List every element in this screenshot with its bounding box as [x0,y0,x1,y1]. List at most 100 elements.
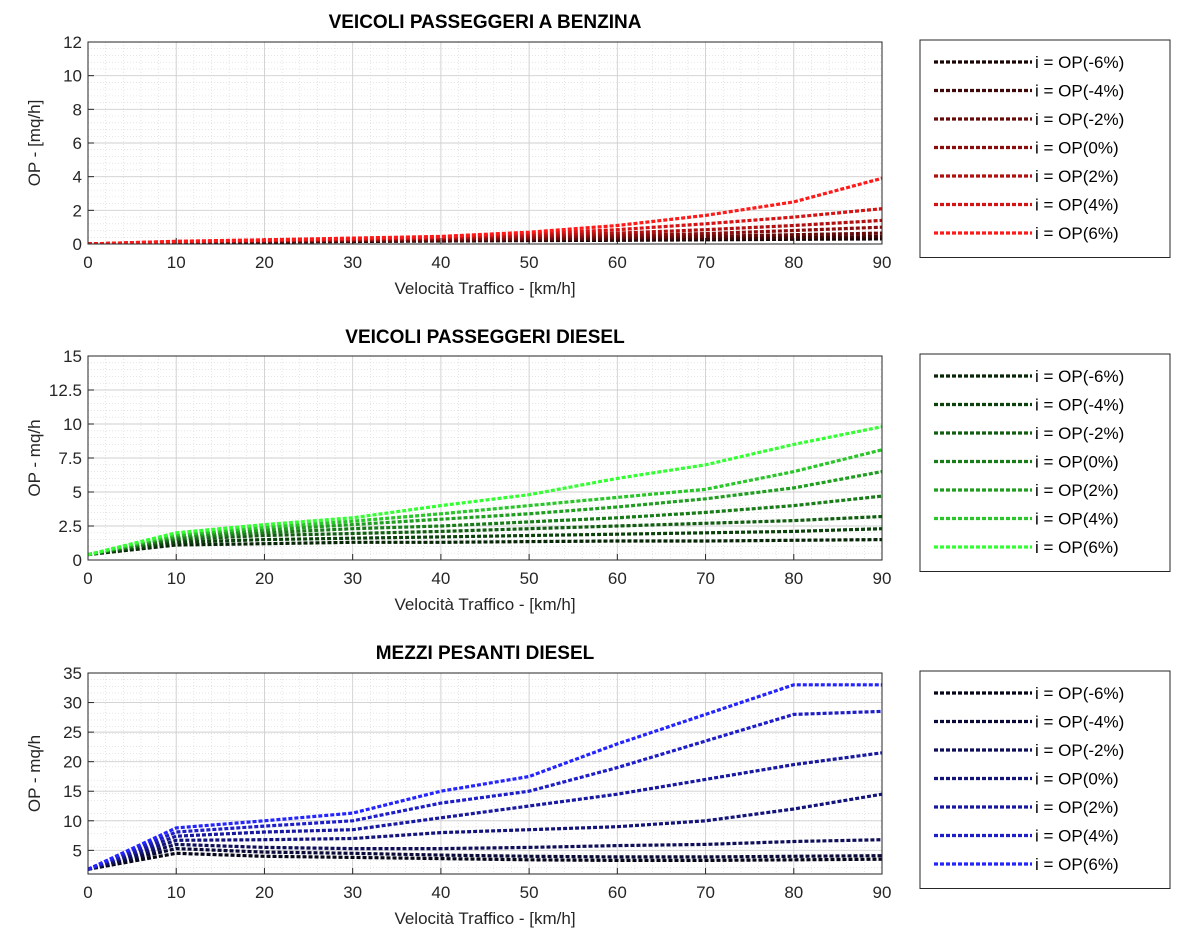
y-tick-label: 35 [63,664,82,683]
chart-title: VEICOLI PASSEGGERI A BENZINA [329,12,642,33]
series-group [88,425,882,557]
legend-entry: i = OP(4%) [1035,510,1119,529]
y-tick-label: 6 [73,134,82,153]
y-tick-label: 12 [63,33,82,52]
y-tick-label: 5 [73,841,82,860]
series-line-6 [88,176,882,244]
plot-area: 0 10 20 30 40 50 60 70 80 90 0 2 4 6 8 10 12 [63,33,891,272]
legend-entry: i = OP(4%) [1035,827,1119,846]
legend-entry: i = OP(-6%) [1035,684,1124,703]
legend-entry: i = OP(0%) [1035,453,1119,472]
legend-entry: i = OP(-2%) [1035,424,1124,443]
y-axis-label: OP - [mq/h] [25,100,44,187]
x-tick-label: 50 [520,569,539,588]
legend-entry: i = OP(-4%) [1035,713,1124,732]
series-line-0 [88,851,882,871]
series-line-5 [88,448,882,557]
axes-box [87,672,883,875]
series-line-4 [88,470,882,557]
x-tick-label: 60 [608,883,627,902]
y-tick-label: 0 [73,235,82,254]
x-tick-label: 70 [696,253,715,272]
series-group [88,176,882,244]
legend-entry: i = OP(-2%) [1035,741,1124,760]
series-line-1 [88,846,882,871]
series-line-0 [88,538,882,557]
y-tick-label: 8 [73,100,82,119]
x-tick-label: 30 [343,569,362,588]
legend-entry: i = OP(4%) [1035,196,1119,215]
legend-entry: i = OP(6%) [1035,224,1119,243]
y-tick-label: 7.5 [58,449,82,468]
y-tick-label: 20 [63,753,82,772]
y-tick-label: 2 [73,201,82,220]
x-tick-label: 90 [873,569,892,588]
plot-background [88,673,882,874]
y-tick-label: 15 [63,347,82,366]
x-tick-label: 20 [255,253,274,272]
series-line-2 [88,514,882,557]
x-tick-label: 70 [696,569,715,588]
series-line-4 [88,751,882,871]
x-tick-label: 90 [873,253,892,272]
x-axis-label: Velocità Traffico - [km/h] [394,595,575,614]
x-tick-label: 30 [343,253,362,272]
x-tick-label: 80 [784,253,803,272]
series-line-6 [88,425,882,557]
legend-entry: i = OP(-6%) [1035,367,1124,386]
x-tick-label: 80 [784,569,803,588]
chart-panel-gasoline: VEICOLI PASSEGGERI A BENZINA Velocità Tr… [25,12,1171,298]
y-tick-label: 4 [73,168,82,187]
x-tick-label: 0 [83,253,92,272]
legend: i = OP(-6%) i = OP(-4%) i = OP(-2%) i = OP(… [919,39,1171,258]
y-tick-label: 5 [73,483,82,502]
axes-box [87,355,883,561]
x-tick-label: 40 [431,883,450,902]
x-tick-label: 90 [873,883,892,902]
x-tick-label: 30 [343,883,362,902]
y-tick-label: 10 [63,415,82,434]
legend: i = OP(-6%) i = OP(-4%) i = OP(-2%) i = OP(… [919,670,1171,889]
axes-box [87,41,883,245]
x-tick-label: 0 [83,569,92,588]
chart-title: MEZZI PESANTI DIESEL [376,643,595,664]
y-tick-label: 10 [63,812,82,831]
legend: i = OP(-6%) i = OP(-4%) i = OP(-2%) i = OP(… [919,353,1171,572]
plot-area: 0 10 20 30 40 50 60 70 80 90 5 10 15 20 25 30 35 [63,664,891,902]
y-tick-label: 30 [63,694,82,713]
x-tick-label: 0 [83,883,92,902]
plot-area: 0 10 20 30 40 50 60 70 80 90 0 2.5 5 7.5 10 12.5 15 [49,347,892,588]
x-tick-label: 10 [167,569,186,588]
x-tick-label: 20 [255,883,274,902]
y-tick-label: 25 [63,723,82,742]
y-axis-label: OP - mq/h [25,735,44,812]
x-axis-label: Velocità Traffico - [km/h] [394,909,575,928]
legend-entry: i = OP(-4%) [1035,396,1124,415]
series-line-2 [88,838,882,871]
y-tick-label: 15 [63,782,82,801]
x-tick-label: 60 [608,253,627,272]
series-line-3 [88,792,882,871]
x-tick-label: 40 [431,253,450,272]
series-line-6 [88,683,882,871]
series-group [88,683,882,871]
x-tick-label: 70 [696,883,715,902]
x-tick-label: 80 [784,883,803,902]
legend-entry: i = OP(-2%) [1035,110,1124,129]
legend-entry: i = OP(6%) [1035,855,1119,874]
x-tick-label: 40 [431,569,450,588]
legend-entry: i = OP(0%) [1035,770,1119,789]
legend-entry: i = OP(-4%) [1035,82,1124,101]
y-tick-label: 10 [63,67,82,86]
legend-entry: i = OP(2%) [1035,167,1119,186]
chart-panel-diesel-cars: VEICOLI PASSEGGERI DIESEL Velocità Traff… [25,327,1171,614]
x-tick-label: 10 [167,253,186,272]
x-tick-label: 60 [608,569,627,588]
y-tick-label: 2.5 [58,517,82,536]
series-line-3 [88,494,882,557]
legend-entry: i = OP(-6%) [1035,53,1124,72]
chart-panel-heavy-diesel: MEZZI PESANTI DIESEL Velocità Traffico -… [25,643,1171,928]
legend-entry: i = OP(2%) [1035,798,1119,817]
x-tick-label: 10 [167,883,186,902]
